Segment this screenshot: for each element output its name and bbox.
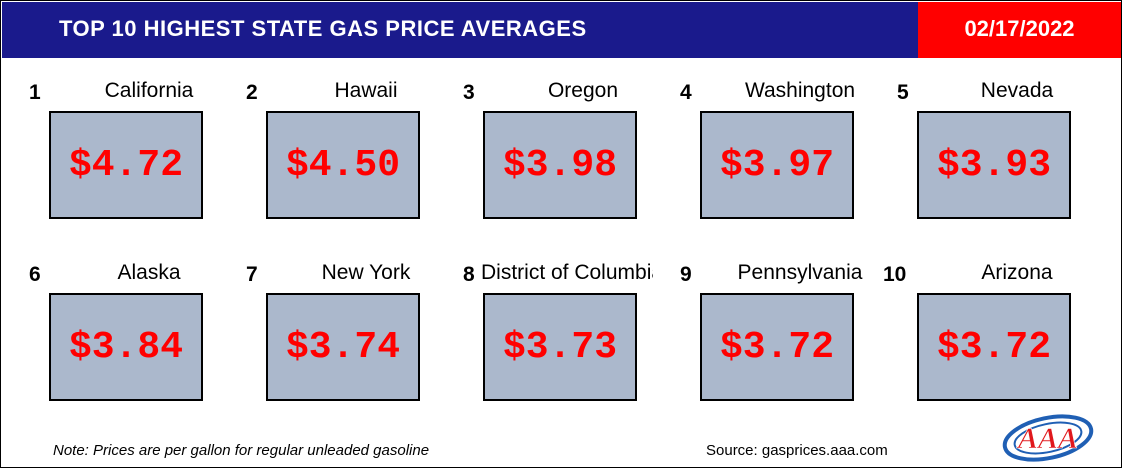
ranking-card: 7 New York $3.74 xyxy=(246,261,463,433)
state-name: Alaska xyxy=(117,261,181,284)
price-box: $3.98 xyxy=(483,111,637,219)
rank-number: 6 xyxy=(29,263,41,286)
price-box: $4.50 xyxy=(266,111,420,219)
price-value: $3.98 xyxy=(502,144,618,187)
price-value: $3.84 xyxy=(68,326,184,369)
price-value: $3.72 xyxy=(719,326,835,369)
price-value: $3.74 xyxy=(285,326,401,369)
price-box: $3.73 xyxy=(483,293,637,401)
rank-number: 4 xyxy=(680,81,692,104)
source-credit: Source: gasprices.aaa.com xyxy=(706,442,888,459)
price-value: $3.73 xyxy=(502,326,618,369)
state-name: Washington xyxy=(744,79,856,102)
state-name: District of Columbia xyxy=(481,261,653,284)
price-value: $4.50 xyxy=(285,144,401,187)
price-value: $3.97 xyxy=(719,144,835,187)
price-value: $4.72 xyxy=(68,144,184,187)
state-name: Nevada xyxy=(980,79,1054,102)
rank-number: 3 xyxy=(463,81,475,104)
ranking-card: 1 California $4.72 xyxy=(29,79,246,251)
rank-number: 5 xyxy=(897,81,909,104)
page-title: TOP 10 HIGHEST STATE GAS PRICE AVERAGES xyxy=(59,16,587,41)
price-value: $3.93 xyxy=(936,144,1052,187)
ranking-card: 4 Washington $3.97 xyxy=(680,79,897,251)
state-name: Oregon xyxy=(547,79,619,102)
price-box: $3.93 xyxy=(917,111,1071,219)
ranking-card: 3 Oregon $3.98 xyxy=(463,79,680,251)
price-box: $4.72 xyxy=(49,111,203,219)
state-name: Arizona xyxy=(981,261,1053,284)
state-name: New York xyxy=(321,261,411,284)
aaa-logo: AAA xyxy=(1002,414,1094,462)
state-name: Hawaii xyxy=(334,79,398,102)
price-box: $3.84 xyxy=(49,293,203,401)
ranking-card: 2 Hawaii $4.50 xyxy=(246,79,463,251)
price-box: $3.74 xyxy=(266,293,420,401)
footnote: Note: Prices are per gallon for regular … xyxy=(53,442,430,459)
rank-number: 2 xyxy=(246,81,258,104)
price-box: $3.72 xyxy=(917,293,1071,401)
ranking-card: 9 Pennsylvania $3.72 xyxy=(680,261,897,433)
svg-text:AAA: AAA xyxy=(1016,422,1078,455)
rank-number: 7 xyxy=(246,263,258,286)
ranking-card: 10 Arizona $3.72 xyxy=(883,261,1100,433)
ranking-card: 5 Nevada $3.93 xyxy=(897,79,1114,251)
ranking-card: 8 District of Columbia $3.73 xyxy=(463,261,680,433)
state-name: California xyxy=(104,79,194,102)
rank-number: 8 xyxy=(463,263,475,286)
rank-number: 9 xyxy=(680,263,692,286)
rank-number: 1 xyxy=(29,81,41,104)
price-box: $3.97 xyxy=(700,111,854,219)
rank-number: 10 xyxy=(883,263,907,286)
price-box: $3.72 xyxy=(700,293,854,401)
header-band: TOP 10 HIGHEST STATE GAS PRICE AVERAGES xyxy=(2,2,918,58)
state-name: Pennsylvania xyxy=(737,261,863,284)
price-value: $3.72 xyxy=(936,326,1052,369)
ranking-card: 6 Alaska $3.84 xyxy=(29,261,246,433)
date-band: 02/17/2022 xyxy=(918,2,1121,58)
date-label: 02/17/2022 xyxy=(964,16,1075,41)
